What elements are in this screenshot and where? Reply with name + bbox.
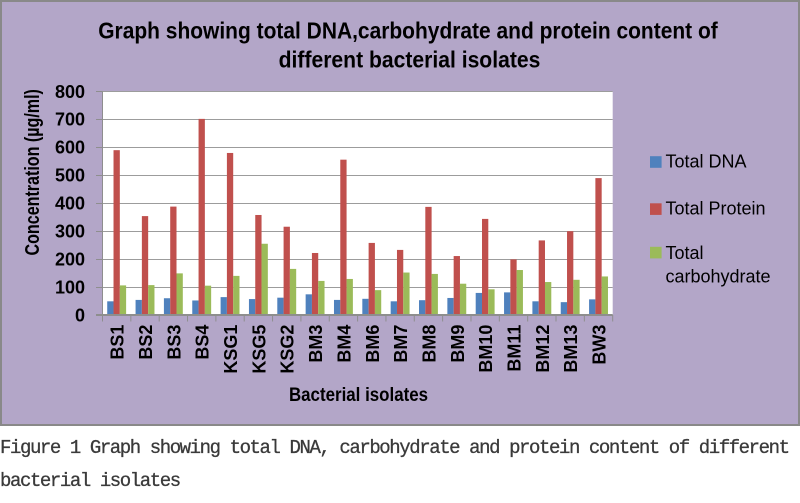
svg-text:KSG5: KSG5 xyxy=(249,325,269,374)
svg-text:300: 300 xyxy=(55,222,85,242)
svg-text:600: 600 xyxy=(55,138,85,158)
svg-text:BM3: BM3 xyxy=(306,325,326,363)
svg-text:Concentration (µg/ml): Concentration (µg/ml) xyxy=(22,89,44,255)
svg-text:Total Protein: Total Protein xyxy=(666,199,766,219)
svg-text:Graph showing total DNA,carboh: Graph showing total DNA,carbohydrate and… xyxy=(98,18,718,44)
svg-text:800: 800 xyxy=(55,82,85,102)
svg-text:200: 200 xyxy=(55,249,85,269)
svg-text:BS2: BS2 xyxy=(136,325,156,360)
svg-text:carbohydrate: carbohydrate xyxy=(666,266,771,286)
svg-text:BM8: BM8 xyxy=(419,325,439,363)
svg-text:different bacterial isolates: different bacterial isolates xyxy=(279,47,541,73)
svg-text:500: 500 xyxy=(55,166,85,186)
svg-text:BS4: BS4 xyxy=(193,325,213,360)
svg-text:BM4: BM4 xyxy=(334,325,354,363)
svg-text:BM9: BM9 xyxy=(448,325,468,363)
svg-text:BM11: BM11 xyxy=(504,325,524,372)
svg-text:KSG1: KSG1 xyxy=(221,325,241,374)
svg-text:BM10: BM10 xyxy=(476,325,496,373)
svg-text:Total: Total xyxy=(666,243,704,263)
svg-text:Bacterial isolates: Bacterial isolates xyxy=(289,385,428,406)
svg-text:BM12: BM12 xyxy=(533,325,553,373)
svg-text:BS1: BS1 xyxy=(108,325,128,360)
svg-text:KSG2: KSG2 xyxy=(278,325,298,374)
svg-text:BM6: BM6 xyxy=(363,325,383,363)
svg-text:400: 400 xyxy=(55,194,85,214)
svg-text:BS3: BS3 xyxy=(164,325,184,360)
svg-text:BM13: BM13 xyxy=(561,325,581,373)
svg-text:100: 100 xyxy=(55,277,85,297)
svg-text:700: 700 xyxy=(55,110,85,130)
svg-text:BW3: BW3 xyxy=(590,325,610,365)
svg-text:Total DNA: Total DNA xyxy=(666,152,747,172)
svg-text:0: 0 xyxy=(75,305,85,325)
svg-text:BM7: BM7 xyxy=(391,325,411,363)
